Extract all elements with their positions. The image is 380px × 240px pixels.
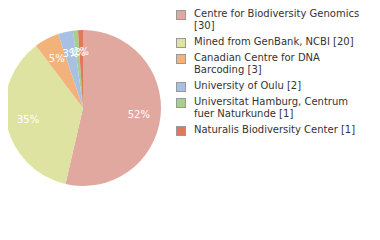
svg-text:5%: 5% (48, 52, 65, 64)
html-text:Mined from GenBank, NCBI [20]: Mined from GenBank, NCBI [20] (194, 36, 354, 47)
svg-text:52%: 52% (128, 109, 150, 120)
svg-text:1%: 1% (73, 46, 89, 57)
html-text:Universitat Hamburg, Centrum f: Universitat Hamburg, Centrum fuer Naturk… (194, 96, 349, 119)
html-text:Naturalis Biodiversity Center: Naturalis Biodiversity Center [1] (194, 124, 356, 135)
html-text:Canadian Centre for DNA Barcod: Canadian Centre for DNA Barcoding [3] (194, 52, 320, 75)
html-text:University of Oulu [2]: University of Oulu [2] (194, 80, 302, 91)
html-text:Centre for Biodiversity Genomi: Centre for Biodiversity Genomics [30] (194, 8, 360, 31)
svg-text:35%: 35% (17, 114, 39, 125)
